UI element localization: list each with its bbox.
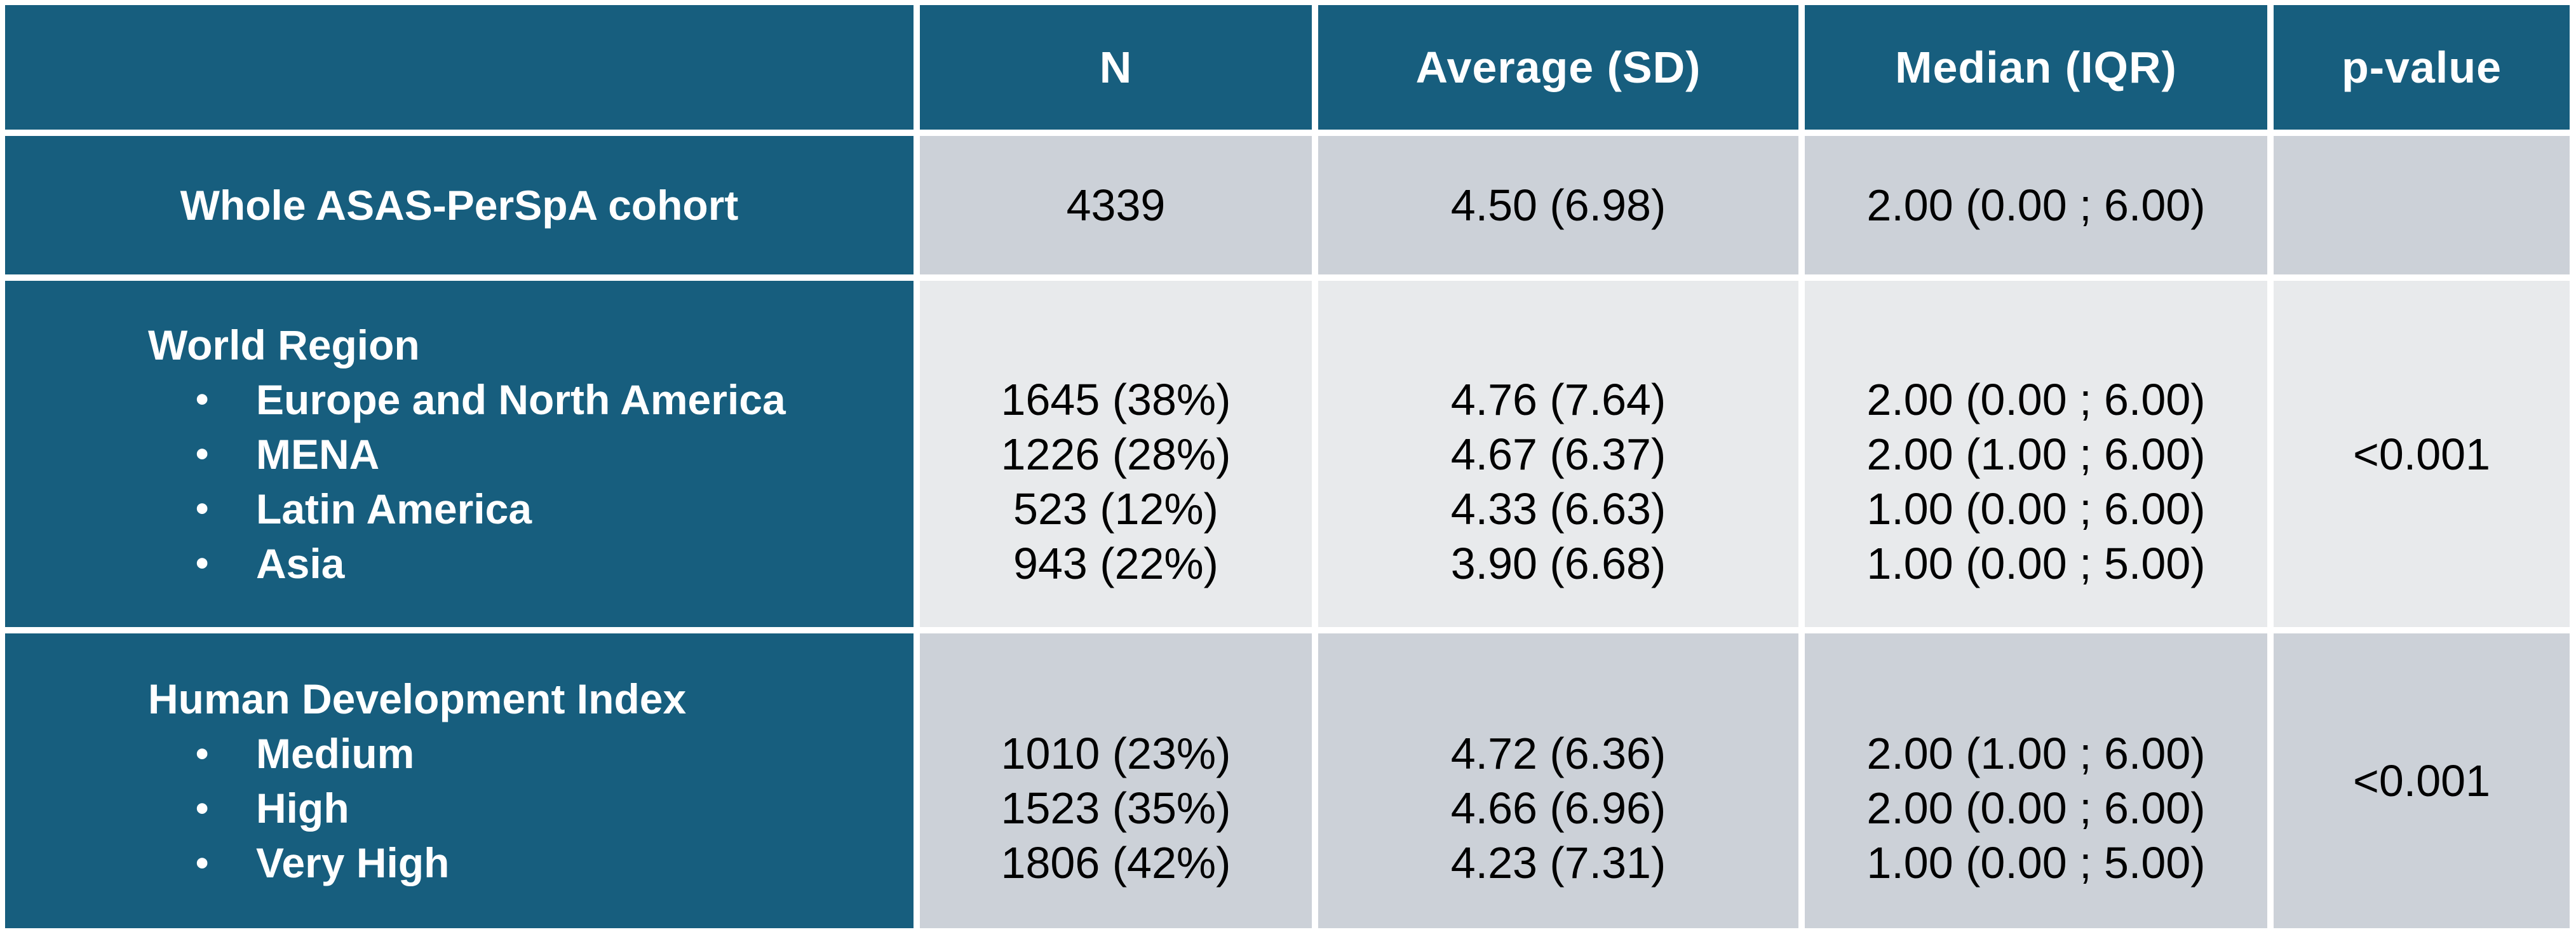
cell-world-region-average: 4.76 (7.64) 4.67 (6.37) 4.33 (6.63) 3.90… — [1318, 281, 1798, 627]
value-median: 1.00 (0.00 ; 6.00) — [1866, 483, 2206, 534]
cell-hdi-average: 4.72 (6.36) 4.66 (6.96) 4.23 (7.31) — [1318, 633, 1798, 928]
value-average: 3.90 (6.68) — [1450, 538, 1666, 588]
value-median: 2.00 (0.00 ; 6.00) — [1866, 374, 2206, 424]
cell-world-region-n: 1645 (38%) 1226 (28%) 523 (12%) 943 (22%… — [920, 281, 1312, 627]
value-average: 4.33 (6.63) — [1450, 483, 1666, 534]
bullet-icon: • — [196, 787, 209, 829]
list-item: • Asia — [5, 536, 914, 591]
value-n: 1010 (23%) — [1001, 729, 1231, 778]
bullet-icon: • — [196, 733, 209, 774]
section-title: Human Development Index — [148, 675, 687, 722]
list-item: • High — [5, 781, 914, 835]
value-n: 1806 (42%) — [1001, 838, 1231, 888]
list-item: • Latin America — [5, 482, 914, 536]
list-item-label: Europe and North America — [256, 375, 786, 423]
value-n: 1645 (38%) — [1001, 374, 1231, 424]
value-n: 523 (12%) — [1013, 483, 1218, 534]
value-n: 943 (22%) — [1013, 538, 1218, 588]
list-item-label: High — [256, 785, 349, 832]
cell-cohort-average: 4.50 (6.98) — [1318, 136, 1798, 274]
list-item-label: Latin America — [256, 485, 532, 532]
list-item: • Medium — [5, 726, 914, 781]
value-median: 2.00 (1.00 ; 6.00) — [1866, 429, 2206, 479]
bullet-icon: • — [196, 842, 209, 884]
row-label-whole-cohort: Whole ASAS-PerSpA cohort — [5, 136, 914, 274]
list-item-label: Medium — [256, 730, 415, 777]
header-cell-median-iqr: Median (IQR) — [1805, 5, 2267, 130]
value-average: 4.72 (6.36) — [1450, 729, 1666, 778]
value-average: 4.67 (6.37) — [1450, 429, 1666, 479]
cell-world-region-median: 2.00 (0.00 ; 6.00) 2.00 (1.00 ; 6.00) 1.… — [1805, 281, 2267, 627]
section-title: World Region — [148, 321, 420, 368]
table-grid: N Average (SD) Median (IQR) p-value Whol… — [5, 5, 2570, 928]
header-cell-n: N — [920, 5, 1312, 130]
list-item: • Europe and North America — [5, 372, 914, 427]
value-median: 2.00 (0.00 ; 6.00) — [1866, 783, 2206, 833]
cell-hdi-median: 2.00 (1.00 ; 6.00) 2.00 (0.00 ; 6.00) 1.… — [1805, 633, 2267, 928]
header-cell-empty — [5, 5, 914, 130]
list-item-label: Very High — [256, 839, 450, 886]
bullet-icon: • — [196, 543, 209, 584]
cell-world-region-p-value: <0.001 — [2274, 281, 2570, 627]
cell-hdi-p-value: <0.001 — [2274, 633, 2570, 928]
header-cell-average-sd: Average (SD) — [1318, 5, 1798, 130]
cell-hdi-n: 1010 (23%) 1523 (35%) 1806 (42%) — [920, 633, 1312, 928]
header-cell-p-value: p-value — [2274, 5, 2570, 130]
value-median: 2.00 (1.00 ; 6.00) — [1866, 729, 2206, 778]
value-n: 1226 (28%) — [1001, 429, 1231, 479]
value-average: 4.66 (6.96) — [1450, 783, 1666, 833]
cell-cohort-p-value — [2274, 136, 2570, 274]
value-n: 1523 (35%) — [1001, 783, 1231, 833]
list-item-label: MENA — [256, 430, 380, 478]
bullet-icon: • — [196, 433, 209, 475]
section-label-world-region: World Region • Europe and North America … — [5, 281, 914, 627]
value-average: 4.76 (7.64) — [1450, 374, 1666, 424]
value-median: 1.00 (0.00 ; 5.00) — [1866, 538, 2206, 588]
value-average: 4.23 (7.31) — [1450, 838, 1666, 888]
list-item-label: Asia — [256, 539, 345, 587]
value-median: 1.00 (0.00 ; 5.00) — [1866, 838, 2206, 888]
list-item: • MENA — [5, 427, 914, 482]
cell-cohort-n: 4339 — [920, 136, 1312, 274]
bullet-icon: • — [196, 379, 209, 420]
cell-cohort-median: 2.00 (0.00 ; 6.00) — [1805, 136, 2267, 274]
bullet-icon: • — [196, 488, 209, 529]
list-item: • Very High — [5, 835, 914, 890]
section-label-hdi: Human Development Index • Medium • High … — [5, 633, 914, 928]
